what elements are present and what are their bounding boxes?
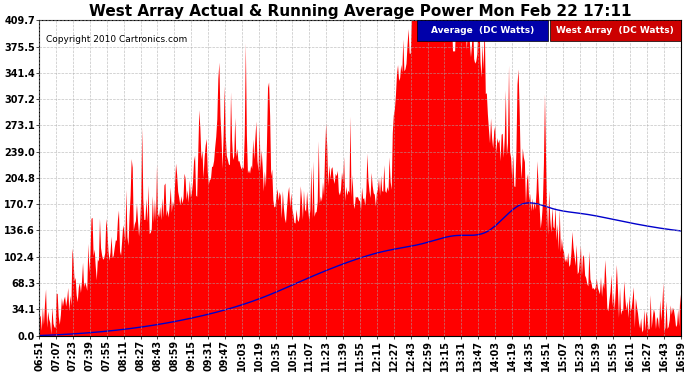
Title: West Array Actual & Running Average Power Mon Feb 22 17:11: West Array Actual & Running Average Powe…: [89, 4, 631, 19]
Text: Copyright 2010 Cartronics.com: Copyright 2010 Cartronics.com: [46, 35, 188, 44]
Text: West Array  (DC Watts): West Array (DC Watts): [556, 26, 674, 35]
Text: Average  (DC Watts): Average (DC Watts): [431, 26, 535, 35]
